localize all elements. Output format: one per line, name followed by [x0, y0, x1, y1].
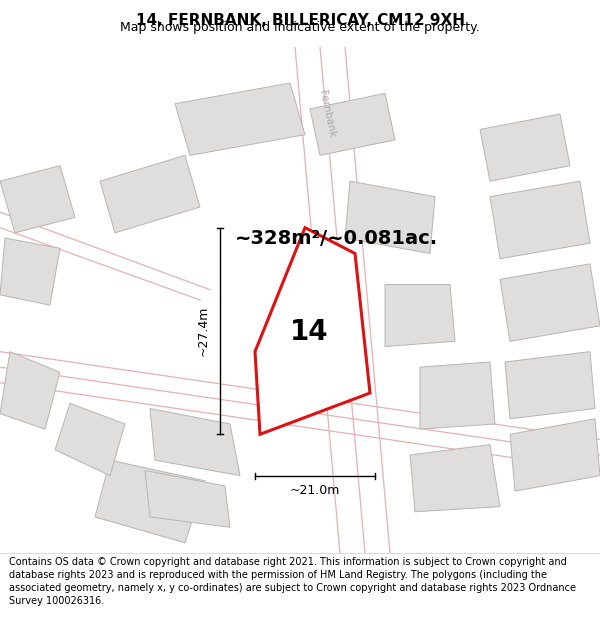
Text: 14, FERNBANK, BILLERICAY, CM12 9XH: 14, FERNBANK, BILLERICAY, CM12 9XH: [136, 13, 464, 28]
Polygon shape: [385, 284, 455, 346]
Polygon shape: [0, 352, 60, 429]
Polygon shape: [255, 228, 370, 434]
Polygon shape: [175, 83, 305, 156]
Polygon shape: [410, 444, 500, 512]
Polygon shape: [490, 181, 590, 259]
Text: ~328m²/~0.081ac.: ~328m²/~0.081ac.: [235, 229, 438, 248]
Text: 14: 14: [290, 318, 328, 346]
Polygon shape: [55, 403, 125, 476]
Text: ~27.4m: ~27.4m: [197, 306, 210, 356]
Polygon shape: [100, 156, 200, 233]
Polygon shape: [95, 460, 205, 542]
Polygon shape: [310, 93, 395, 156]
Text: Fernbank: Fernbank: [317, 89, 337, 139]
Polygon shape: [145, 471, 230, 528]
Polygon shape: [420, 362, 495, 429]
Polygon shape: [510, 419, 600, 491]
Polygon shape: [0, 166, 75, 233]
Text: ~21.0m: ~21.0m: [290, 484, 340, 497]
Polygon shape: [480, 114, 570, 181]
Polygon shape: [345, 181, 435, 254]
Text: Contains OS data © Crown copyright and database right 2021. This information is : Contains OS data © Crown copyright and d…: [9, 557, 576, 606]
Polygon shape: [0, 238, 60, 305]
Text: Map shows position and indicative extent of the property.: Map shows position and indicative extent…: [120, 21, 480, 34]
Polygon shape: [150, 409, 240, 476]
Polygon shape: [500, 264, 600, 341]
Polygon shape: [505, 352, 595, 419]
